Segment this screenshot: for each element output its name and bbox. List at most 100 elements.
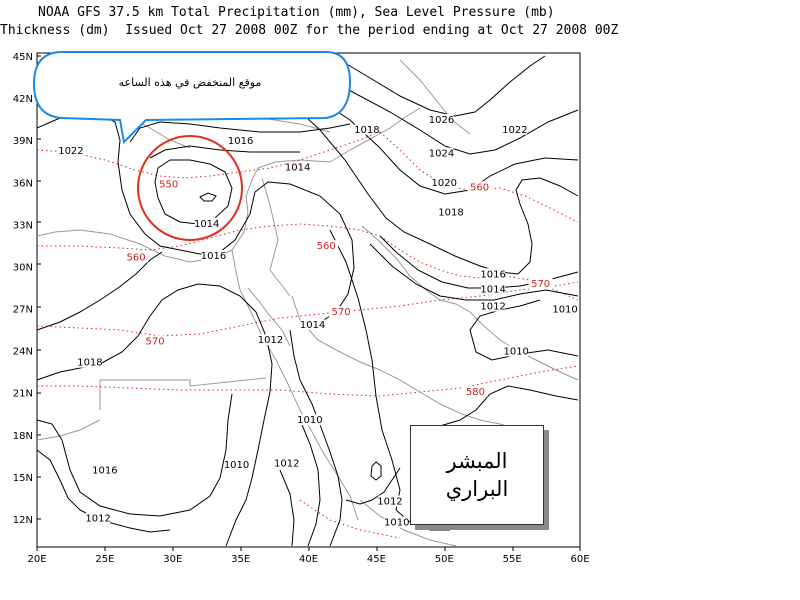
thickness-label: 580	[466, 387, 485, 398]
longitude-label: 50E	[435, 554, 454, 565]
thickness-label: 570	[146, 337, 165, 348]
thickness-label: 560	[317, 241, 336, 252]
isobar-label-bg	[274, 457, 299, 469]
isobar-label: 1012	[377, 497, 402, 508]
latitude-label: 24N	[13, 347, 33, 358]
isobar-label: 1022	[58, 146, 83, 157]
thickness-label-bg	[314, 240, 339, 252]
isobar-label: 1018	[438, 208, 463, 219]
latitude-label: 45N	[13, 52, 33, 63]
title-line-2: Thickness (dm) Issued Oct 27 2008 00Z fo…	[0, 23, 619, 38]
latitude-label: 27N	[13, 305, 33, 316]
isobar-label-bg	[224, 459, 249, 471]
thickness-label-bg	[467, 181, 492, 193]
isobar-label: 1016	[228, 136, 253, 147]
isobar-labels: 1022 1018 1016 1014 1014 1016 1026 1024 1022 1020…	[58, 113, 578, 529]
longitude-label: 55E	[503, 554, 522, 565]
thickness-contours	[36, 131, 579, 539]
isobars	[36, 55, 579, 547]
isobar-label-bg	[504, 345, 529, 357]
latitude-label: 30N	[13, 262, 33, 273]
map-title: NOAA GFS 37.5 km Total Precipitation (mm…	[0, 4, 800, 58]
thickness-label-bg	[143, 335, 168, 347]
isobar-label: 1012	[274, 459, 299, 470]
longitude-label: 30E	[163, 554, 182, 565]
latitude-labels: 45N 42N 39N 36N 33N 30N 27N 24N 21N 18N 15N 12N	[13, 52, 33, 526]
isobar-label-bg	[481, 268, 506, 280]
isobar-label: 1014	[300, 320, 325, 331]
latitude-label: 18N	[13, 431, 33, 442]
isobar-label-bg	[481, 300, 506, 312]
isobar-label: 1010	[224, 460, 249, 471]
isobar-label-bg	[300, 318, 325, 330]
latitude-label: 21N	[13, 389, 33, 400]
isobar-label: 1010	[384, 518, 409, 529]
latitude-label: 36N	[13, 178, 33, 189]
thickness-label-bg	[528, 278, 553, 290]
isobar-label-bg	[194, 217, 219, 229]
isobar-label: 1016	[92, 466, 117, 477]
thickness-label-bg	[329, 306, 354, 318]
isobar-label-bg	[258, 334, 283, 346]
thickness-label-bg	[463, 386, 488, 398]
isobar-label-bg	[285, 161, 310, 173]
isobar-label: 1014	[194, 219, 219, 230]
isobar-label-bg	[439, 206, 464, 218]
author-stamp: المبشر البراري	[410, 425, 544, 525]
isobar-label: 1018	[354, 125, 379, 136]
isobar-label: 1012	[480, 302, 505, 313]
isobar-label-bg	[429, 113, 454, 125]
isobar-label: 1018	[77, 358, 102, 369]
isobar-label: 1016	[201, 251, 226, 262]
isobar-label-bg	[92, 464, 117, 476]
isobar-label: 1010	[297, 415, 322, 426]
isobar-label-bg	[58, 144, 83, 156]
thickness-label: 570	[531, 279, 550, 290]
isobar-label-bg	[377, 495, 402, 507]
longitude-label: 45E	[367, 554, 386, 565]
callout-bubble	[32, 51, 352, 145]
thickness-label-bg	[156, 178, 181, 190]
isobar-label: 1014	[285, 163, 310, 174]
longitude-label: 35E	[231, 554, 250, 565]
thickness-label: 550	[159, 179, 178, 190]
low-highlight-circle	[137, 135, 243, 241]
longitude-labels: 20E 25E 30E 35E 40E 45E 50E 55E 60E	[27, 554, 589, 565]
isobar-label-bg	[77, 356, 102, 368]
isobar-label: 1010	[552, 304, 577, 315]
isobar-label-bg	[86, 512, 111, 524]
callout-text: موقع المنخفض في هذه الساعه	[118, 76, 262, 89]
latitude-label: 33N	[13, 220, 33, 231]
isobar-label: 1020	[432, 178, 457, 189]
isobar-label: 1024	[429, 149, 454, 160]
thickness-label: 570	[332, 307, 351, 318]
isobar-label-bg	[228, 134, 253, 146]
isobar-label-bg	[354, 123, 379, 135]
isobar-label: 1016	[480, 269, 505, 280]
isobar-label-bg	[201, 250, 226, 262]
isobar-label: 1022	[502, 125, 527, 136]
latitude-label: 12N	[13, 515, 33, 526]
isobar-label-bg	[432, 177, 457, 189]
stamp-line-1: المبشر	[446, 449, 508, 473]
latitude-label: 15N	[13, 473, 33, 484]
isobar-label-bg	[429, 147, 454, 159]
isobar-label: 1010	[503, 346, 528, 357]
thickness-label: 560	[127, 252, 146, 263]
latitude-label: 42N	[13, 94, 33, 105]
isobar-label: 1012	[258, 335, 283, 346]
longitude-label: 40E	[299, 554, 318, 565]
title-line-1: NOAA GFS 37.5 km Total Precipitation (mm…	[38, 5, 555, 20]
isobar-label: 1026	[429, 115, 454, 126]
isobar-label-bg	[297, 414, 322, 426]
latitude-label: 39N	[13, 136, 33, 147]
thickness-label: 560	[470, 182, 489, 193]
isobar-label-bg	[481, 283, 506, 295]
longitude-label: 25E	[95, 554, 114, 565]
isobar-label: 1012	[85, 513, 110, 524]
isobar-label: 1014	[480, 285, 505, 296]
longitude-label: 60E	[570, 554, 589, 565]
thickness-labels: 550 560 560 560 570 570 570 580	[124, 178, 553, 398]
thickness-label-bg	[124, 251, 149, 263]
